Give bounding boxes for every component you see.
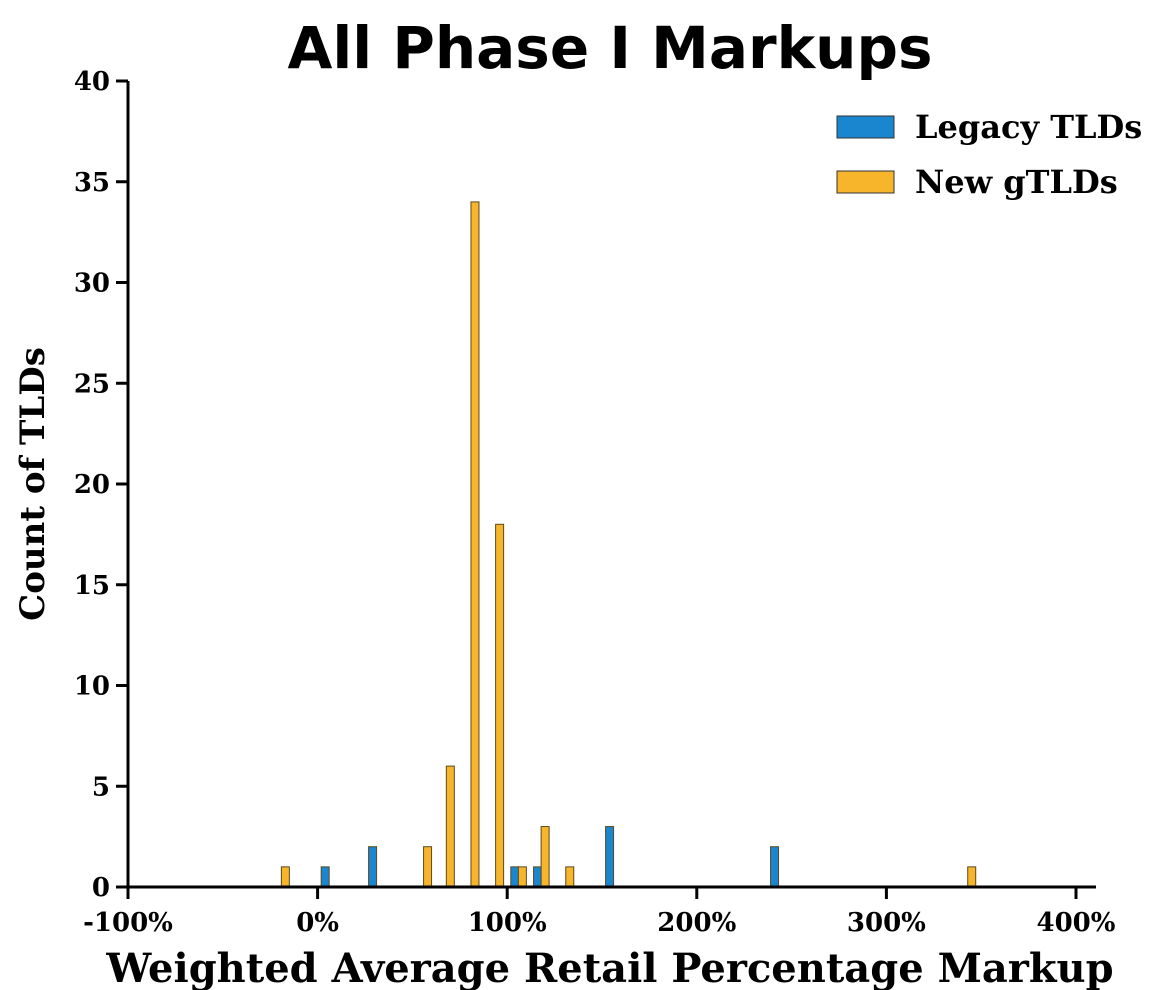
bar-new-7 [565,866,575,888]
bar-new-3 [470,201,480,888]
y-axis-label: Count of TLDs [13,347,53,621]
y-tick-label-25: 25 [74,369,110,399]
bar-legacy-0 [320,866,330,888]
legend-swatch-legacy [836,115,895,139]
legend-swatch-new [836,170,895,194]
bar-new-6 [540,826,550,888]
bar-new-1 [423,846,433,888]
y-tick-label-0: 0 [92,873,110,903]
x-tick-label-300: 300% [847,908,926,938]
y-tick-label-35: 35 [74,168,110,198]
bar-legacy-2 [510,866,520,888]
bar-new-2 [445,765,455,888]
legend-label-new: New gTLDs [915,163,1118,201]
bar-new-8 [967,866,977,888]
y-tick-label-5: 5 [92,772,110,802]
y-tick-label-40: 40 [74,67,110,97]
x-axis-label: Weighted Average Retail Percentage Marku… [105,945,1113,990]
bar-new-5 [517,866,527,888]
bar-legacy-3 [533,866,543,888]
legend: Legacy TLDs New gTLDs [836,108,1142,201]
axes: 0 5 10 15 20 25 30 35 40 -100% 0% 100% 200% 300% 400% [74,67,1116,938]
bars [280,201,977,888]
x-tick-label-0: 0% [296,908,339,938]
bar-new-0 [280,866,290,888]
y-tick-label-20: 20 [74,470,110,500]
chart-title: All Phase I Markups [288,14,933,82]
bar-legacy-4 [605,826,615,888]
bar-new-4 [495,523,505,888]
y-tick-label-15: 15 [74,571,110,601]
bar-legacy-5 [770,846,780,888]
x-tick-label-100: 100% [468,908,547,938]
y-tick-label-10: 10 [74,672,110,702]
x-tick-label-400: 400% [1037,908,1116,938]
x-tick-label-200: 200% [657,908,736,938]
legend-label-legacy: Legacy TLDs [915,108,1142,146]
y-tick-label-30: 30 [74,269,110,299]
x-tick-label--100: -100% [83,908,173,938]
bar-legacy-1 [368,846,378,888]
